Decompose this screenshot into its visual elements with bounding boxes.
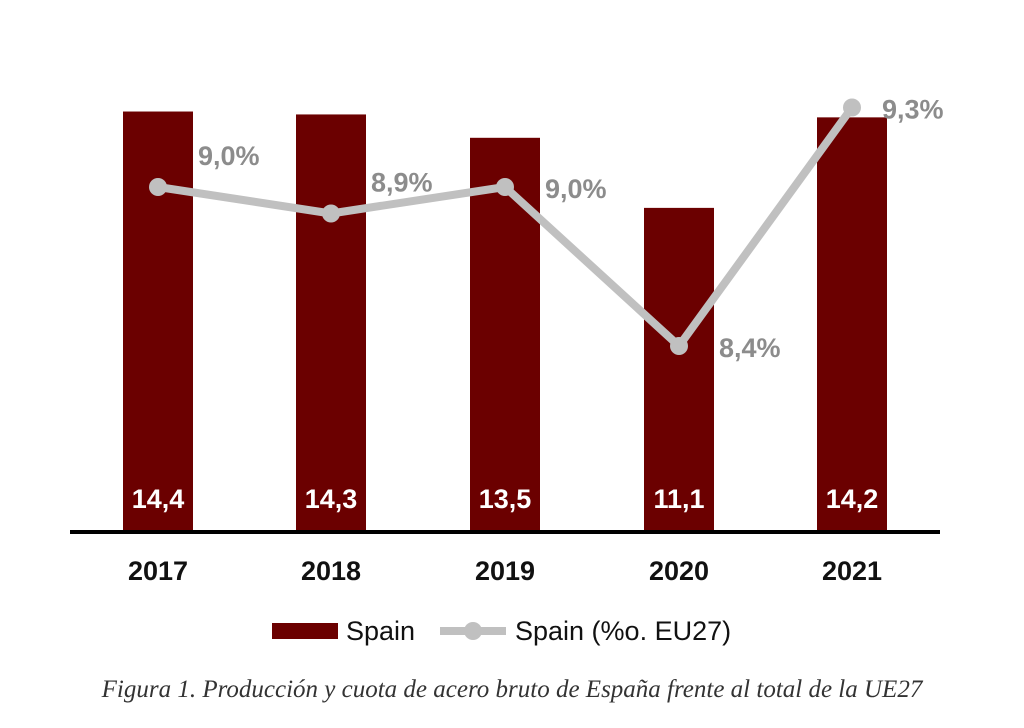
line-point-2017 <box>149 178 167 196</box>
x-tick-label: 2019 <box>475 556 535 586</box>
x-tick-label: 2020 <box>649 556 709 586</box>
bar-value-label: 11,1 <box>653 484 704 514</box>
bar-2021 <box>817 117 887 533</box>
legend-line-marker <box>464 622 482 640</box>
bar-2018 <box>296 114 366 532</box>
legend-bar-label: Spain <box>346 616 415 646</box>
bar-value-label: 13,5 <box>479 484 532 514</box>
line-series: 9,0% 8,9% 9,0% 8,4% 9,3% <box>149 95 944 363</box>
x-tick-label: 2018 <box>301 556 361 586</box>
x-tick-label: 2021 <box>822 556 882 586</box>
bar-value-label: 14,2 <box>826 484 879 514</box>
legend: Spain Spain (%o. EU27) <box>272 616 731 646</box>
line-value-label: 8,4% <box>719 333 781 363</box>
line-point-2020 <box>670 337 688 355</box>
bar-2020 <box>644 207 714 532</box>
line-point-2018 <box>322 204 340 223</box>
line-value-label: 9,3% <box>882 95 944 125</box>
x-tick-label: 2017 <box>128 556 188 586</box>
line-point-2019 <box>496 178 514 196</box>
bar-value-label: 14,4 <box>132 484 185 514</box>
x-axis-ticks: 2017 2018 2019 2020 2021 <box>128 556 882 586</box>
line-value-label: 9,0% <box>545 174 607 204</box>
legend-bar-swatch <box>272 623 338 639</box>
bar-value-label: 14,3 <box>305 484 358 514</box>
legend-line-label: Spain (%o. EU27) <box>515 616 731 646</box>
bar-2019 <box>470 137 540 533</box>
bar-2017 <box>123 111 193 533</box>
line-point-2021 <box>843 98 861 117</box>
line-value-label: 9,0% <box>198 141 260 171</box>
figure-caption: Figura 1. Producción y cuota de acero br… <box>101 676 923 703</box>
bar-series: 14,4 14,3 13,5 11,1 14,2 <box>123 111 887 533</box>
line-value-label: 8,9% <box>371 168 433 198</box>
